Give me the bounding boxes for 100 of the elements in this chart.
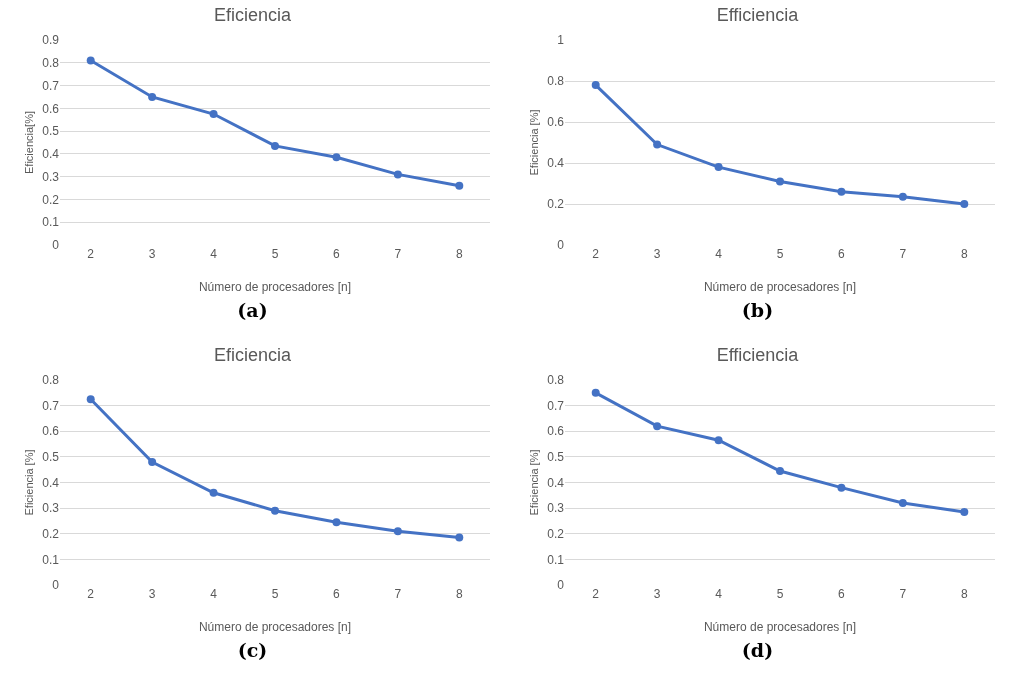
point: [271, 506, 279, 515]
x-tick-label: 8: [960, 247, 968, 261]
point: [86, 395, 95, 404]
y-tick-label: 0.3: [42, 501, 60, 516]
y-axis-title: Eficiencia [%]: [527, 109, 540, 176]
x-tick-label: 7: [899, 247, 907, 261]
point: [776, 466, 784, 475]
point: [837, 483, 846, 492]
y-tick-label: 0.2: [547, 197, 565, 212]
x-axis-title: Número de procesadores [n]: [198, 620, 352, 634]
y-axis-title: Eficiencia [%]: [22, 449, 35, 516]
point: [714, 163, 723, 172]
y-tick-label: 0.7: [547, 398, 565, 413]
point: [332, 518, 341, 527]
y-tick-label: 1: [557, 33, 565, 48]
y-tick-label: 0.3: [547, 501, 565, 516]
y-tick-label: 0: [557, 578, 565, 593]
y-tick-label: 0.8: [42, 55, 60, 70]
chart-title: Eficiencia: [213, 5, 292, 26]
point: [332, 153, 341, 162]
y-tick-label: 0.6: [547, 115, 565, 130]
y-tick-label: 0.1: [547, 552, 565, 567]
y-tick-label: 0.4: [547, 156, 565, 171]
y-tick-label: 0.1: [42, 215, 60, 230]
x-tick-label: 2: [592, 587, 600, 601]
x-tick-label: 7: [899, 587, 907, 601]
point: [776, 177, 784, 186]
y-tick-label: 0.6: [42, 101, 60, 116]
point: [455, 181, 464, 190]
y-tick-label: 0.6: [547, 424, 565, 439]
point: [960, 200, 969, 208]
point: [209, 110, 218, 119]
x-axis-title: Número de procesadores [n]: [703, 280, 857, 294]
x-tick-label: 8: [455, 587, 463, 601]
text: (a): [236, 299, 269, 321]
point: [455, 533, 464, 542]
y-tick-label: 0.1: [42, 552, 60, 567]
point: [837, 187, 846, 196]
y-tick-label: 0.8: [547, 373, 565, 388]
x-tick-label: 3: [148, 247, 156, 261]
x-tick-label: 7: [394, 587, 402, 601]
y-tick-label: 0.5: [42, 124, 60, 139]
x-tick-label: 5: [271, 247, 279, 261]
x-tick-label: 5: [271, 587, 279, 601]
x-tick-label: 6: [333, 247, 341, 261]
y-tick-label: 0: [52, 578, 60, 593]
text: (c): [236, 639, 269, 661]
point: [271, 141, 279, 150]
chart-title: Efficiencia: [716, 345, 800, 366]
y-tick-label: 0.7: [42, 78, 60, 93]
x-tick-label: 2: [592, 247, 600, 261]
x-tick-label: 2: [87, 247, 95, 261]
x-tick-label: 6: [333, 587, 341, 601]
y-tick-label: 0.8: [547, 74, 565, 89]
x-tick-label: 2: [87, 587, 95, 601]
y-tick-label: 0.4: [547, 475, 565, 490]
y-axis-title: Eficiencia[%]: [22, 111, 35, 174]
x-tick-label: 3: [148, 587, 156, 601]
x-tick-label: 3: [653, 247, 661, 261]
x-tick-label: 4: [210, 587, 218, 601]
point: [393, 527, 402, 536]
point: [898, 499, 907, 507]
text: (b): [740, 299, 775, 321]
point: [86, 56, 95, 65]
x-tick-label: 4: [715, 587, 723, 601]
point: [393, 170, 402, 179]
point: [148, 92, 157, 101]
chart-title: Efficiencia: [716, 5, 800, 26]
y-tick-label: 0.4: [42, 147, 60, 162]
x-tick-label: 6: [838, 587, 846, 601]
x-axis-title: Número de procesadores [n]: [198, 280, 352, 294]
point: [591, 388, 600, 397]
x-tick-label: 3: [653, 587, 661, 601]
y-tick-label: 0: [557, 238, 565, 253]
x-tick-label: 4: [715, 247, 723, 261]
point: [148, 458, 157, 466]
y-tick-label: 0.2: [42, 192, 60, 207]
x-tick-label: 7: [394, 247, 402, 261]
x-tick-label: 5: [776, 247, 784, 261]
y-axis-title: Eficiencia [%]: [527, 449, 540, 516]
y-tick-label: 0.5: [42, 450, 60, 465]
x-axis-title: Número de procesadores [n]: [703, 620, 857, 634]
point: [960, 507, 969, 516]
y-tick-label: 0.9: [42, 33, 60, 48]
chart-title: Eficiencia: [213, 345, 292, 366]
point: [714, 436, 723, 445]
point: [209, 488, 218, 497]
text: (d): [740, 639, 775, 661]
point: [591, 81, 600, 90]
y-tick-label: 0.4: [42, 475, 60, 490]
point: [898, 192, 907, 201]
y-tick-label: 0.2: [42, 526, 60, 541]
x-tick-label: 4: [210, 247, 218, 261]
y-tick-label: 0.8: [42, 373, 60, 388]
y-tick-label: 0: [52, 238, 60, 253]
x-tick-label: 5: [776, 587, 784, 601]
y-tick-label: 0.7: [42, 398, 60, 413]
x-tick-label: 6: [838, 247, 846, 261]
point: [653, 140, 662, 149]
y-tick-label: 0.5: [547, 450, 565, 465]
